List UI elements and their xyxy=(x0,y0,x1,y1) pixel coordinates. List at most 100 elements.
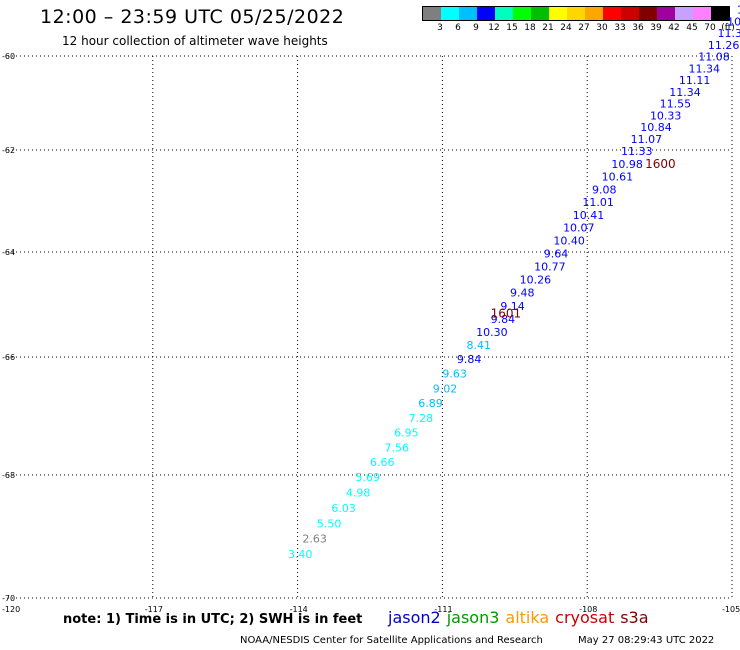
footnote: note: 1) Time is in UTC; 2) SWH is in fe… xyxy=(63,612,363,627)
data-point-label: 11.01 xyxy=(582,196,614,209)
colorbar-swatch xyxy=(495,7,513,20)
data-point-label: 6.66 xyxy=(370,456,395,469)
colorbar-label: 18 xyxy=(524,23,536,33)
data-point-label: 11.31 xyxy=(718,27,740,40)
data-point-label: 9.08 xyxy=(592,183,617,196)
colorbar-label: 24 xyxy=(560,23,572,33)
colorbar-swatch xyxy=(693,7,711,20)
colorbar-label: 33 xyxy=(614,23,626,33)
x-tick-label: -105 xyxy=(722,605,740,614)
data-point-label: 9.84 xyxy=(491,313,515,326)
colorbar-label: 70 xyxy=(704,23,716,33)
data-point-label: 3.40 xyxy=(288,548,313,561)
colorbar-label: 6 xyxy=(455,23,461,33)
data-point-label: 11.07 xyxy=(631,133,663,146)
chart-title: 12:00 – 23:59 UTC 05/25/2022 xyxy=(40,6,345,28)
colorbar-label: 30 xyxy=(596,23,608,33)
axis-labels: -60 -62 -64 -66 -68 -70 -120 -117 -114 -111 -108 -1… xyxy=(2,52,740,614)
time-labels: 1600 1601 xyxy=(491,157,676,321)
data-point-label: 10.77 xyxy=(534,260,566,273)
y-tick-label: -62 xyxy=(2,146,15,155)
colorbar-label: 45 xyxy=(686,23,698,33)
colorbar-labels: 3 6 9 12 15 18 21 24 27 30 33 36 39 42 45 70 (ft) xyxy=(422,21,735,33)
data-point-label: 11.11 xyxy=(679,74,711,87)
data-point-label: 10.40 xyxy=(553,234,585,247)
y-tick-label: -64 xyxy=(2,248,15,257)
data-point-label: 10.33 xyxy=(650,109,682,122)
colorbar-label: 9 xyxy=(473,23,479,33)
data-point-label: 10.61 xyxy=(602,171,634,184)
data-point-label: 10.07 xyxy=(563,222,595,235)
data-point-label: 9.48 xyxy=(510,287,535,300)
data-point-label: 11.34 xyxy=(669,86,701,99)
colorbar-label: 42 xyxy=(668,23,680,33)
colorbar-legend: 3 6 9 12 15 18 21 24 27 30 33 36 39 42 45 70 (ft) xyxy=(422,6,735,33)
data-point-label: 10.98 xyxy=(611,158,643,171)
colorbar-label: (ft) xyxy=(721,23,735,33)
data-point-label: 11.34 xyxy=(689,62,721,75)
data-point-label: 7.28 xyxy=(409,412,434,425)
data-point-label: 10.30 xyxy=(476,326,508,339)
data-point-label: 6.03 xyxy=(331,502,356,515)
legend-entry: jason3 xyxy=(446,608,500,627)
data-point-label: 10.41 xyxy=(573,209,605,222)
data-point-label: 7.56 xyxy=(384,441,409,454)
data-point-label: 10 xyxy=(737,4,740,17)
colorbar-swatch xyxy=(477,7,495,20)
data-point-label: 11.33 xyxy=(621,145,653,158)
colorbar-swatch xyxy=(603,7,621,20)
colorbar-swatch xyxy=(567,7,585,20)
satellite-legend: jason2 jason3 altika cryosat s3a xyxy=(388,608,655,627)
y-tick-label: -70 xyxy=(2,594,15,603)
legend-entry: jason2 xyxy=(388,608,441,627)
time-label: 1600 xyxy=(645,157,676,171)
x-tick-label: -111 xyxy=(434,605,452,614)
data-point-label: 5.50 xyxy=(317,517,342,530)
data-points: 3.40 2.63 5.50 6.03 4.98 5.69 6.66 7.566.95 7.28… xyxy=(288,4,740,561)
data-point-label: 6.95 xyxy=(394,427,419,440)
data-point-label: 9.63 xyxy=(442,368,467,381)
y-tick-label: -68 xyxy=(2,471,15,480)
colorbar-swatch xyxy=(549,7,567,20)
data-point-label: 11.55 xyxy=(660,98,692,111)
y-tick-label: -66 xyxy=(2,353,15,362)
colorbar-label: 39 xyxy=(650,23,662,33)
colorbar-label: 36 xyxy=(632,23,644,33)
colorbar-label: 3 xyxy=(437,23,443,33)
x-tick-label: -117 xyxy=(145,605,163,614)
colorbar-swatch xyxy=(639,7,657,20)
colorbar-swatch xyxy=(441,7,459,20)
y-tick-label: -60 xyxy=(2,52,15,61)
data-point-label: 10.84 xyxy=(640,121,672,134)
legend-entry: altika xyxy=(505,608,550,627)
colorbar-swatch xyxy=(513,7,531,20)
colorbar-swatch xyxy=(531,7,549,20)
x-tick-label: -108 xyxy=(579,605,597,614)
time-label: 1601 xyxy=(491,307,522,321)
data-point-label: 10.3 xyxy=(727,15,740,28)
colorbar-label: 21 xyxy=(542,23,554,33)
colorbar-swatch xyxy=(621,7,639,20)
legend-entry: s3a xyxy=(620,608,649,627)
data-point-label: 11.26 xyxy=(708,39,740,52)
data-point-label: 9.64 xyxy=(544,247,569,260)
credit-line: NOAA/NESDIS Center for Satellite Applica… xyxy=(240,635,543,646)
colorbar-swatch xyxy=(711,7,729,20)
timestamp: May 27 08:29:43 UTC 2022 xyxy=(578,635,715,646)
data-point-label: 4.98 xyxy=(346,487,371,500)
chart-subtitle: 12 hour collection of altimeter wave hei… xyxy=(62,34,328,48)
gridlines xyxy=(8,55,733,599)
data-point-label: 10.26 xyxy=(520,274,552,287)
legend-entry: cryosat xyxy=(555,608,615,627)
data-point-label: 2.63 xyxy=(302,533,327,546)
colorbar-swatches xyxy=(422,6,730,21)
data-point-label: 11.08 xyxy=(698,51,730,64)
data-point-label: 5.69 xyxy=(356,471,381,484)
colorbar-swatch xyxy=(459,7,477,20)
colorbar-swatch xyxy=(675,7,693,20)
data-point-label: 6.89 xyxy=(418,397,443,410)
colorbar-swatch xyxy=(585,7,603,20)
x-tick-label: -114 xyxy=(290,605,308,614)
colorbar-label: 27 xyxy=(578,23,590,33)
